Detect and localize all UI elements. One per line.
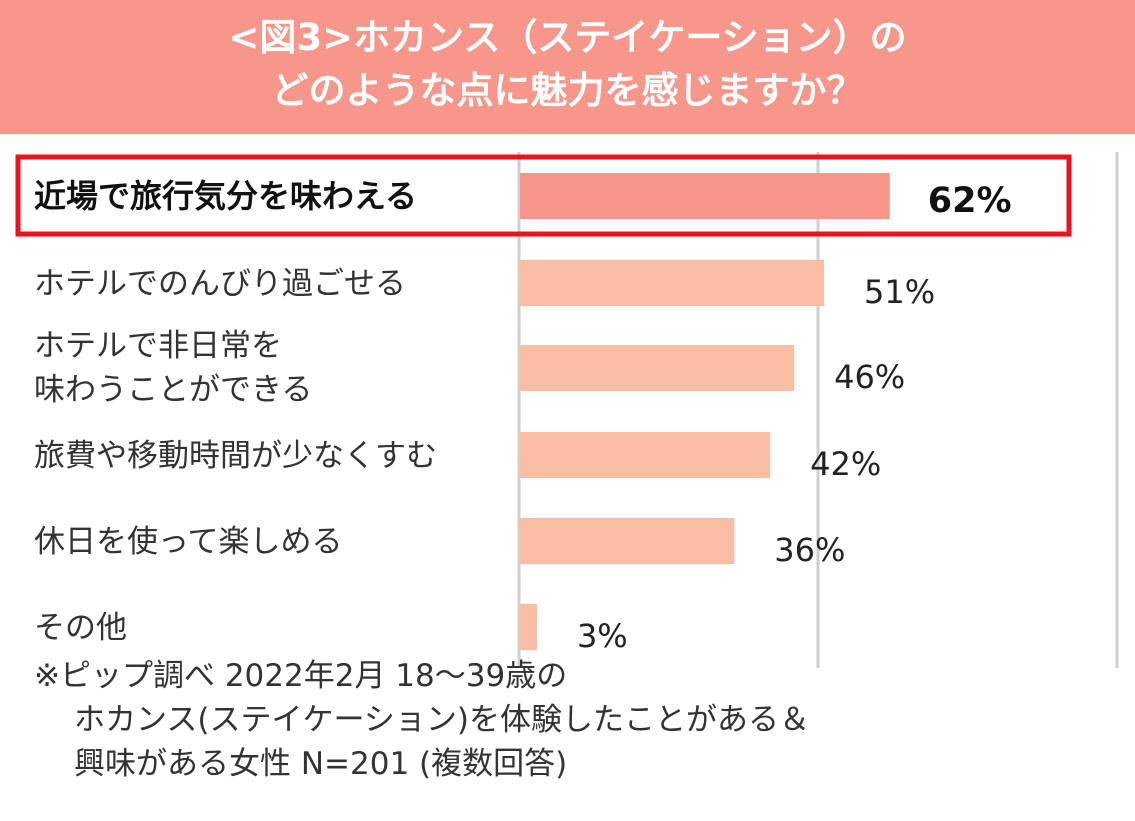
highlight-frame xyxy=(15,154,1072,237)
source-note: ※ピップ調べ 2022年2月 18〜39歳の ホカンス(ステイケーション)を体験… xyxy=(34,654,810,786)
category-label-2-line-1: ホテルで非日常を xyxy=(34,328,282,364)
bar-1 xyxy=(520,260,824,306)
category-label-3: 旅費や移動時間が少なくすむ xyxy=(34,438,437,474)
chart-title-line-2: どのような点に魅力を感じますか？ xyxy=(271,69,864,112)
source-note-line-2: ホカンス(ステイケーション)を体験したことがある＆ xyxy=(74,702,810,738)
source-note-line-1: ※ピップ調べ 2022年2月 18〜39歳の xyxy=(34,658,568,694)
bar-3 xyxy=(520,432,771,478)
bar-2 xyxy=(520,345,795,391)
value-label-2: 46% xyxy=(834,358,905,396)
value-label-3: 42% xyxy=(810,445,881,483)
category-label-2-line-2: 味わうことができる xyxy=(34,372,312,408)
value-label-5: 3% xyxy=(577,617,628,655)
source-note-line-3: 興味がある女性 N=201 (複数回答) xyxy=(74,746,568,782)
category-label-5: その他 xyxy=(34,610,127,646)
category-label-1: ホテルでのんびり過ごせる xyxy=(34,266,406,302)
title-band: <図3>ホカンス（ステイケーション）の どのような点に魅力を感じますか？ xyxy=(0,0,1135,134)
bar-0 xyxy=(520,173,890,219)
value-label-4: 36% xyxy=(774,531,845,569)
category-label-4: 休日を使って楽しめる xyxy=(34,524,342,560)
value-label-0: 62% xyxy=(928,181,1012,221)
category-label-0: 近場で旅行気分を味わえる xyxy=(34,177,417,215)
value-label-1: 51% xyxy=(864,273,935,311)
bar-4 xyxy=(520,518,735,564)
chart-title-line-1: <図3>ホカンス（ステイケーション）の xyxy=(228,16,907,59)
bar-5 xyxy=(520,604,537,650)
